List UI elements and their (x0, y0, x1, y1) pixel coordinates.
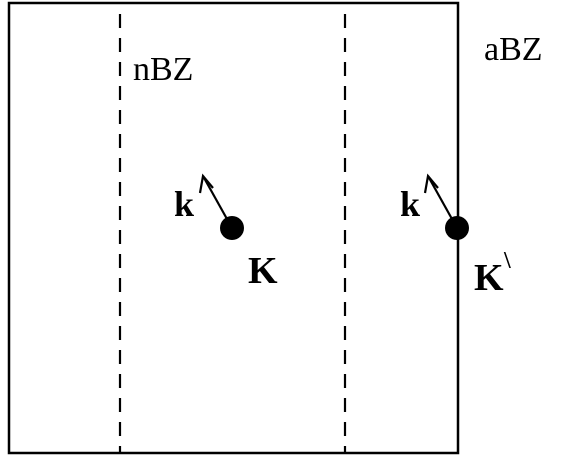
k-vector-arrowhead-left (198, 173, 214, 194)
K-point-dot-left (220, 216, 244, 240)
K-prime-point-dot (445, 216, 469, 240)
k-point-left: k K (174, 173, 278, 292)
nbz-label: nBZ (133, 51, 193, 88)
abz-label: aBZ (484, 31, 543, 68)
K-prime-label: K (474, 257, 504, 299)
k-vector-arrowhead-right (423, 173, 439, 194)
K-label-left: K (248, 250, 278, 292)
K-prime-mark: \ (503, 248, 511, 274)
k-point-right: k K \ (400, 173, 511, 299)
k-label-right: k (400, 184, 420, 224)
k-label-left: k (174, 184, 194, 224)
